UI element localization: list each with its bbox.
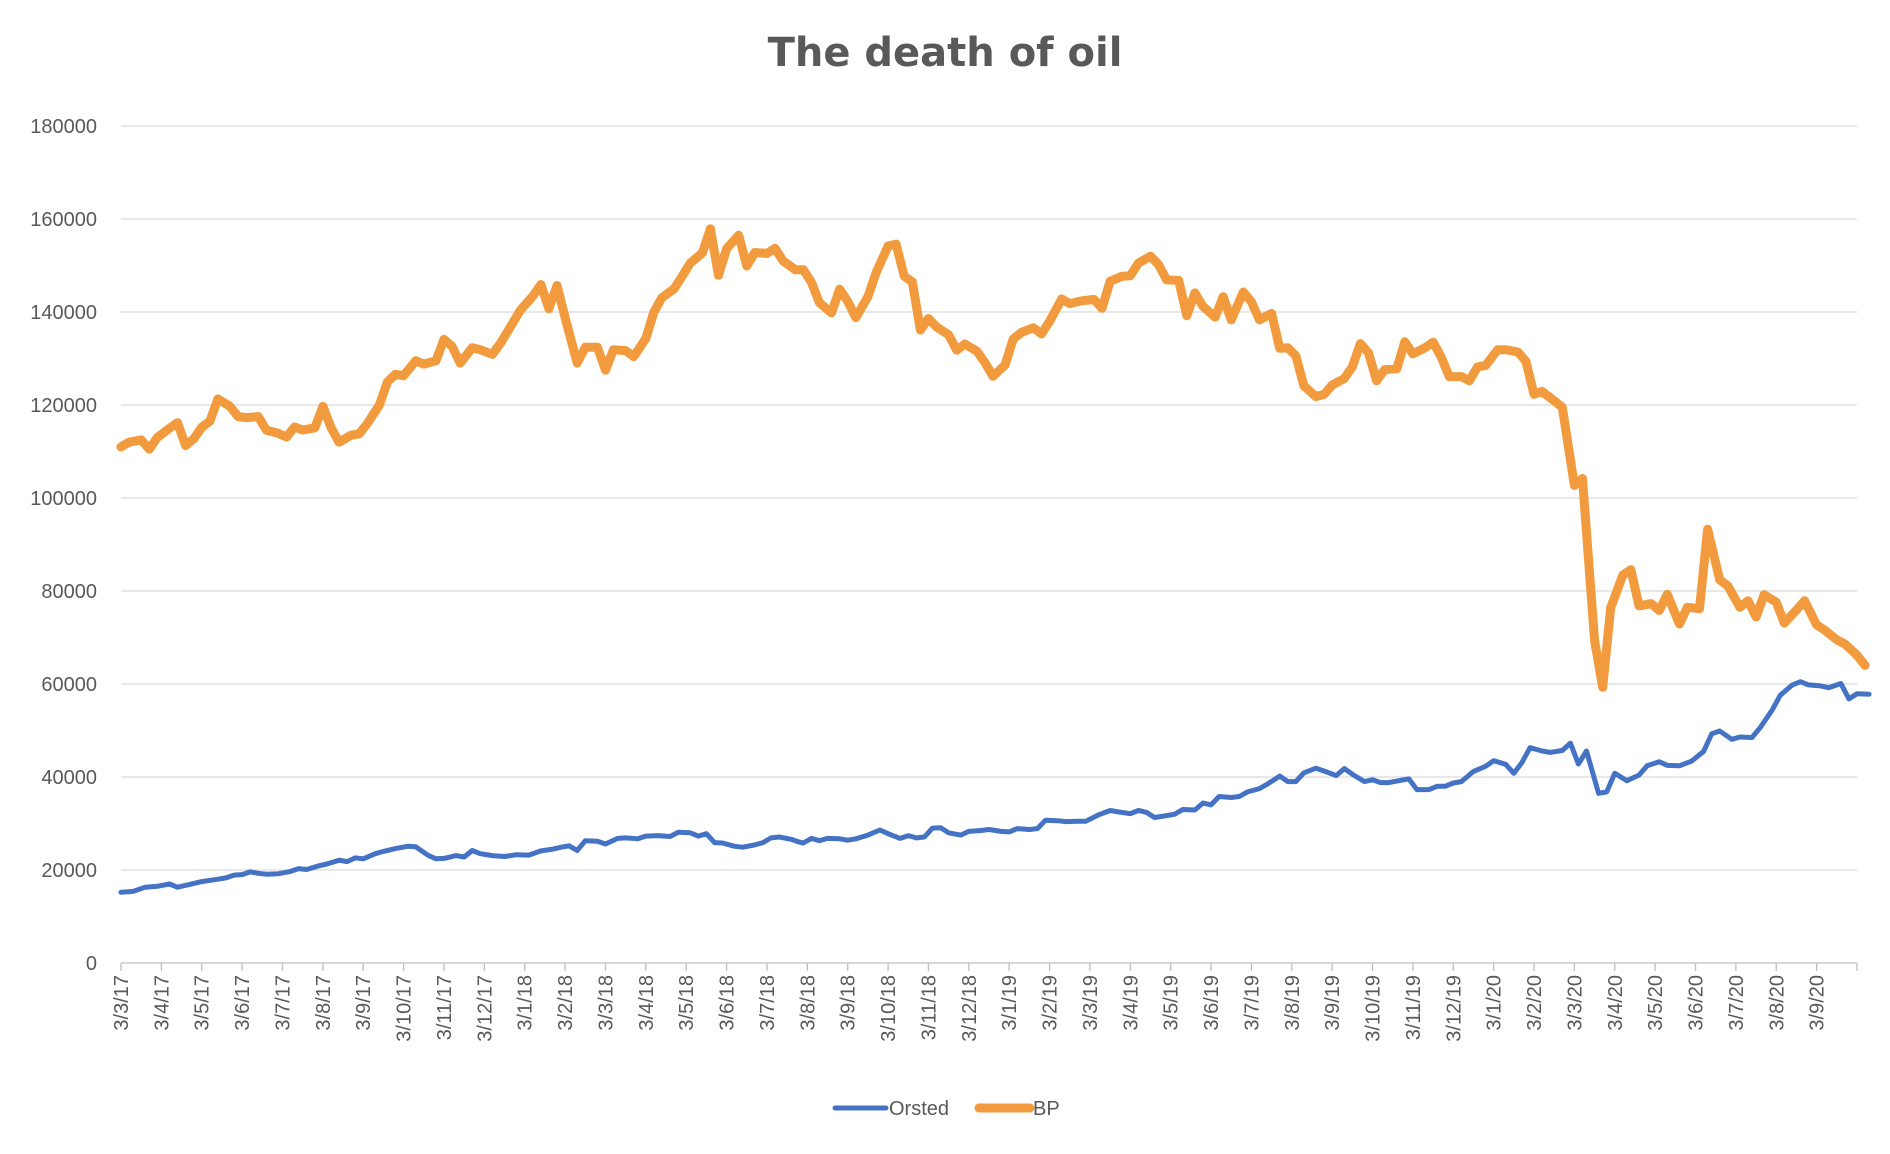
x-tick-label: 3/9/17 xyxy=(353,975,375,1031)
x-tick-label: 3/4/18 xyxy=(636,975,658,1031)
x-tick-label: 3/9/20 xyxy=(1807,975,1829,1031)
y-tick-label: 180000 xyxy=(30,116,97,138)
y-tick-label: 20000 xyxy=(41,860,97,882)
x-tick-label: 3/2/19 xyxy=(1040,975,1062,1031)
chart-title: The death of oil xyxy=(768,30,1123,76)
x-tick-label: 3/2/20 xyxy=(1524,975,1546,1031)
gridlines xyxy=(121,125,1857,871)
x-tick-label: 3/3/17 xyxy=(111,975,133,1031)
y-tick-label: 120000 xyxy=(30,395,97,417)
legend-label-orsted: Orsted xyxy=(889,1098,949,1120)
x-tick-label: 3/11/17 xyxy=(434,975,456,1040)
x-tick-label: 3/3/19 xyxy=(1080,975,1102,1031)
x-tick-label: 3/8/17 xyxy=(313,975,335,1031)
x-tick-label: 3/9/18 xyxy=(838,975,860,1031)
series-line-bp xyxy=(116,224,1870,692)
x-tick-label: 3/3/18 xyxy=(595,975,617,1031)
x-tick-label: 3/5/20 xyxy=(1645,975,1667,1031)
x-tick-label: 3/12/19 xyxy=(1443,975,1465,1042)
x-tick-label: 3/4/20 xyxy=(1605,975,1627,1031)
x-tick-label: 3/10/18 xyxy=(878,975,900,1042)
x-tick-label: 3/9/19 xyxy=(1322,975,1344,1031)
x-tick-label: 3/5/19 xyxy=(1161,975,1183,1031)
x-tick-label: 3/3/20 xyxy=(1564,975,1586,1031)
x-tick-label: 3/10/19 xyxy=(1363,975,1385,1042)
x-tick-label: 3/8/20 xyxy=(1766,975,1788,1031)
x-tick-label: 3/2/18 xyxy=(555,975,577,1031)
x-tick-label: 3/10/17 xyxy=(394,975,416,1042)
x-tick-label: 3/6/19 xyxy=(1201,975,1223,1031)
x-tick-label: 3/12/17 xyxy=(474,975,496,1042)
x-tick-label: 3/4/19 xyxy=(1120,975,1142,1031)
y-tick-label: 60000 xyxy=(41,674,97,696)
x-tick-label: 3/1/19 xyxy=(999,975,1021,1031)
legend-label-bp: BP xyxy=(1033,1098,1060,1120)
x-axis: 3/3/17 3/4/17 3/5/17 3/6/17 3/7/17 3/8/17 3/9/… xyxy=(111,962,1858,1042)
x-tick-label: 3/6/20 xyxy=(1686,975,1708,1031)
x-tick-label: 3/5/17 xyxy=(192,975,214,1031)
x-tick-label: 3/6/18 xyxy=(717,975,739,1031)
x-tick-label: 3/8/19 xyxy=(1282,975,1304,1031)
x-tick-label: 3/5/18 xyxy=(676,975,698,1031)
x-tick-label: 3/4/17 xyxy=(151,975,173,1031)
x-tick-label: 3/7/20 xyxy=(1726,975,1748,1031)
y-tick-label: 140000 xyxy=(30,302,97,324)
x-tick-label: 3/7/17 xyxy=(272,975,294,1031)
y-tick-label: 160000 xyxy=(30,209,97,231)
series-line-orsted xyxy=(118,679,1872,895)
x-tick-label: 3/11/18 xyxy=(918,975,940,1040)
y-tick-label: 0 xyxy=(86,953,97,975)
x-tick-label: 3/1/20 xyxy=(1484,975,1506,1031)
x-tick-label: 3/7/19 xyxy=(1241,975,1263,1031)
x-tick-label: 3/11/19 xyxy=(1403,975,1425,1040)
y-tick-label: 80000 xyxy=(41,581,97,603)
x-tick-label: 3/1/18 xyxy=(515,975,537,1031)
y-tick-label: 40000 xyxy=(41,767,97,789)
x-tick-label: 3/6/17 xyxy=(232,975,254,1031)
series-lines xyxy=(116,224,1872,895)
legend: Orsted BP xyxy=(832,1098,1060,1120)
y-axis: 0 20000 40000 60000 80000 100000 120000 140000 1… xyxy=(30,116,97,975)
y-tick-label: 100000 xyxy=(30,488,97,510)
x-tick-label: 3/12/18 xyxy=(959,975,981,1042)
x-tick-label: 3/8/18 xyxy=(797,975,819,1031)
x-tick-label: 3/7/18 xyxy=(757,975,779,1031)
